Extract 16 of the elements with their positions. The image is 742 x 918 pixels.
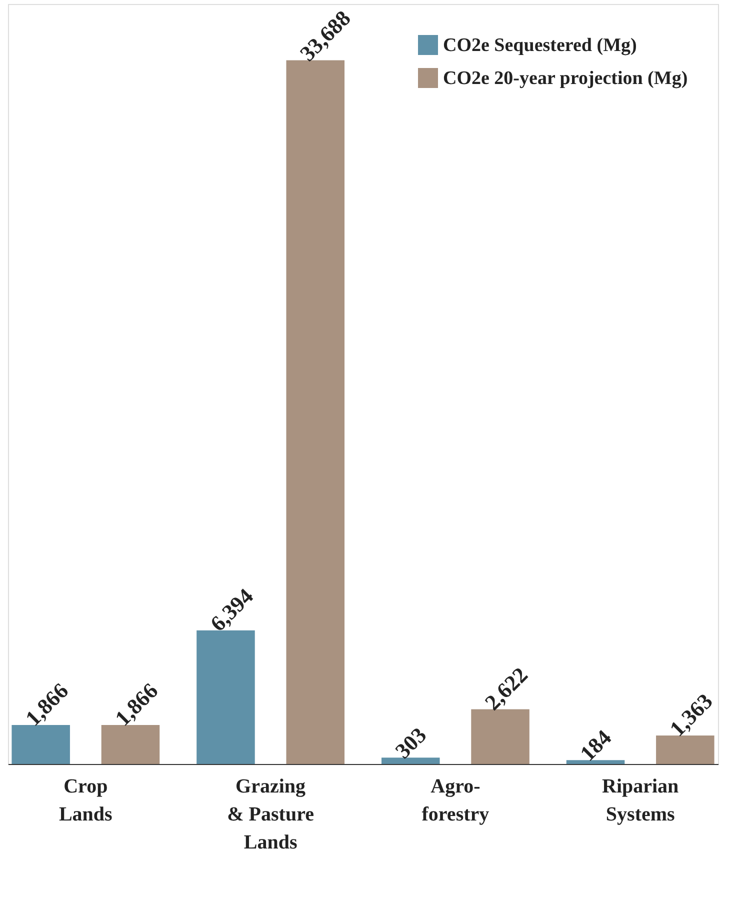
bar [12, 725, 70, 764]
bar [286, 60, 345, 764]
bar [471, 709, 530, 764]
bar [656, 736, 714, 764]
bar [381, 758, 440, 764]
data-label: 303 [390, 722, 432, 764]
bar [196, 630, 255, 764]
data-label: 184 [575, 724, 616, 766]
x-tick-label: Agro- forestry [422, 776, 490, 826]
x-tick-label: Riparian Systems [602, 776, 679, 826]
x-tick-label: Grazing & Pasture Lands [227, 776, 314, 854]
x-tick-label: Crop Lands [58, 776, 113, 826]
legend-label: CO2e Sequestered (Mg) [443, 35, 637, 56]
bar [566, 760, 625, 764]
legend-label: CO2e 20-year projection (Mg) [443, 68, 688, 89]
bar [101, 725, 160, 764]
